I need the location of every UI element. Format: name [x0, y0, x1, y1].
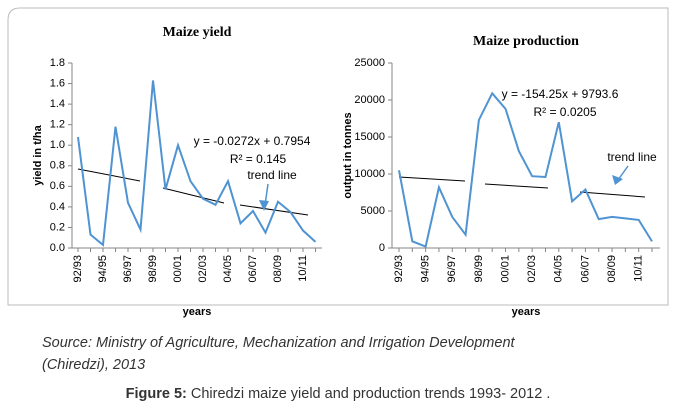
- x-tick-label: 10/11: [297, 255, 309, 282]
- r-squared: R² = 0.145: [230, 152, 287, 166]
- chart-title: Maize yield: [163, 25, 232, 40]
- y-axis-label: yield in t/ha: [32, 124, 44, 185]
- x-tick-label: 92/93: [72, 255, 84, 283]
- source-text: Source: Ministry of Agriculture, Mechani…: [42, 335, 516, 351]
- y-tick-label: 20000: [354, 94, 385, 106]
- caption-label: Figure 5:: [126, 386, 187, 402]
- x-tick-label: 94/95: [97, 255, 109, 283]
- y-axis-label: output in tonnes: [342, 112, 354, 198]
- y-tick-label: 0.8: [50, 160, 65, 172]
- y-tick-label: 0.0: [50, 242, 65, 254]
- arrow: [617, 165, 629, 181]
- arrows: [259, 165, 629, 211]
- chart-title: Maize production: [473, 34, 579, 49]
- x-tick-label: 04/05: [222, 255, 234, 283]
- chart-frame: [7, 7, 669, 306]
- x-axis-label: years: [183, 306, 212, 318]
- caption-text: Chiredzi maize yield and production tren…: [191, 386, 551, 402]
- annotation: trend line: [607, 150, 657, 164]
- annotation: trend line: [247, 168, 297, 182]
- y-tick-label: 0.4: [50, 201, 65, 213]
- x-tick-label: 92/93: [393, 255, 405, 283]
- x-tick-label: 02/03: [197, 255, 209, 283]
- r-squared: R² = 0.0205: [533, 105, 596, 119]
- y-tick-label: 1.8: [50, 57, 65, 69]
- x-tick-label: 02/03: [526, 255, 538, 283]
- x-tick-label: 94/95: [420, 255, 432, 283]
- x-tick-label: 00/01: [499, 255, 511, 283]
- x-axis-label: years: [512, 306, 541, 318]
- x-tick-label: 98/99: [473, 255, 485, 283]
- x-tick-label: 06/07: [247, 255, 259, 283]
- x-tick-label: 10/11: [633, 255, 645, 282]
- trend-lines: [77, 168, 646, 216]
- y-tick-label: 1.4: [50, 98, 65, 110]
- y-tick-label: 0.6: [50, 180, 65, 192]
- x-tick-label: 04/05: [553, 255, 565, 283]
- equation: y = -154.25x + 9793.6: [502, 87, 619, 101]
- y-tick-label: 0: [379, 242, 385, 254]
- y-tick-label: 25000: [354, 57, 385, 69]
- trend-segment: [162, 187, 225, 204]
- y-tick-label: 10000: [354, 168, 385, 180]
- x-tick-label: 08/09: [606, 255, 618, 283]
- y-tick-label: 1.2: [50, 119, 65, 131]
- data-line: [398, 91, 653, 248]
- x-tick-label: 96/97: [446, 255, 458, 283]
- equation: y = -0.0272x + 0.7954: [194, 134, 311, 148]
- x-tick-label: 00/01: [172, 255, 184, 283]
- trend-segment: [579, 191, 646, 198]
- y-tick-label: 1.0: [50, 139, 65, 151]
- arrow-head: [259, 200, 269, 211]
- trend-segment: [77, 168, 141, 182]
- y-tick-label: 15000: [354, 131, 385, 143]
- trend-segment: [398, 176, 466, 182]
- y-tick-label: 5000: [361, 205, 385, 217]
- x-tick-label: 96/97: [122, 255, 134, 283]
- y-tick-label: 1.6: [50, 77, 65, 89]
- data-line: [77, 80, 317, 247]
- source-text: (Chiredzi), 2013: [42, 357, 145, 373]
- x-tick-label: 08/09: [272, 255, 284, 283]
- arrow-head: [612, 175, 623, 185]
- trend-segment: [484, 183, 549, 189]
- x-tick-label: 98/99: [147, 255, 159, 283]
- y-tick-label: 0.2: [50, 221, 65, 233]
- figure-caption: Figure 5: Chiredzi maize yield and produ…: [126, 386, 551, 402]
- x-tick-label: 06/07: [579, 255, 591, 283]
